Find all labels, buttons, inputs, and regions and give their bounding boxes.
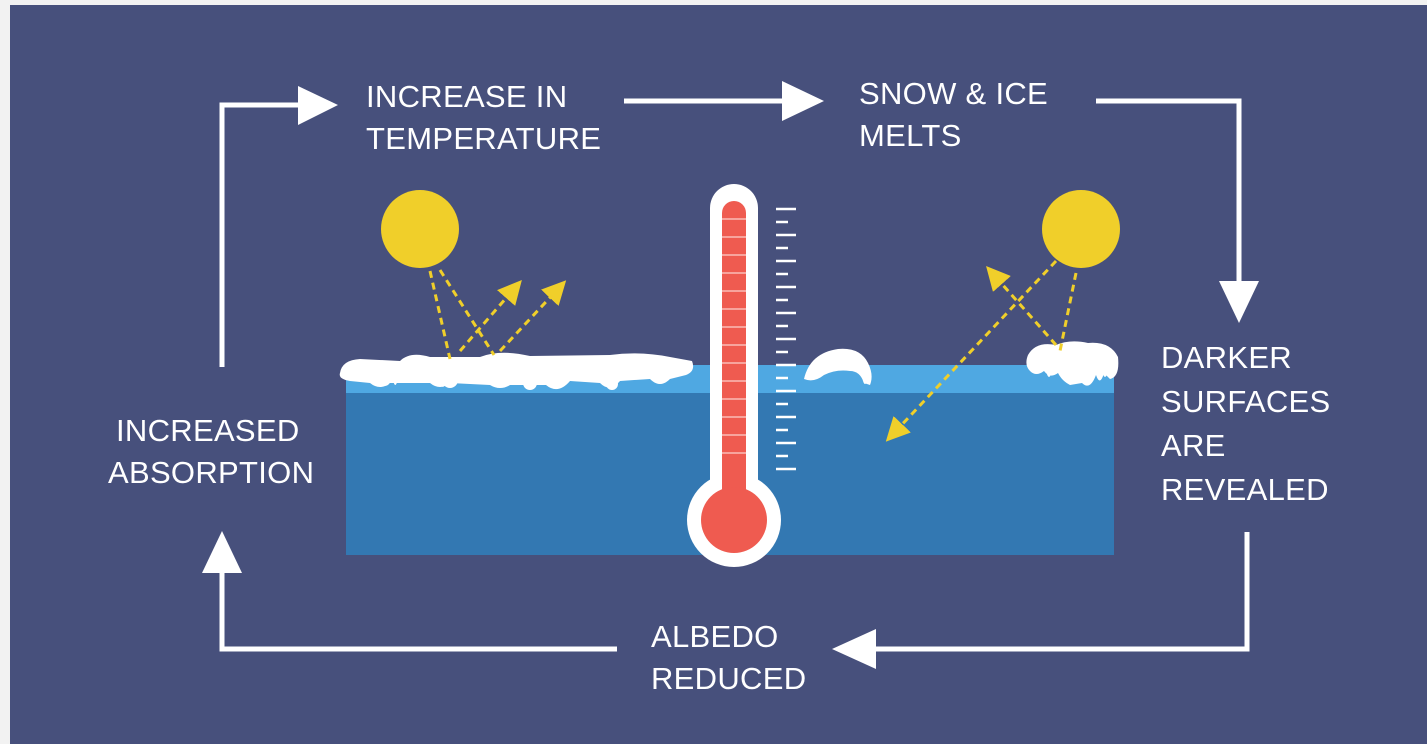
arrowhead-to-darker (1219, 281, 1259, 323)
snow-patch-right (1026, 341, 1119, 386)
sun-right-icon (1042, 190, 1120, 268)
flow-arrows (202, 81, 1259, 669)
step-line: SNOW & ICE (859, 76, 1049, 111)
thermometer-icon (687, 184, 781, 567)
step-line: INCREASE IN (366, 79, 568, 114)
sun-left-icon (381, 190, 459, 268)
step-line: REVEALED (1161, 472, 1329, 507)
step-line: ABSORPTION (108, 455, 315, 490)
arrow-albedo-to-absorption (219, 567, 617, 652)
diagram-artwork (202, 81, 1259, 669)
feedback-loop-diagram: INCREASE IN TEMPERATURE SNOW & ICE MELTS… (10, 5, 1427, 744)
step-darker-surfaces-revealed: DARKER SURFACES ARE REVEALED (1161, 336, 1331, 512)
step-increase-temperature: INCREASE IN TEMPERATURE (366, 76, 601, 160)
step-line: REDUCED (651, 661, 807, 696)
step-line: MELTS (859, 118, 962, 153)
snow-cover-left (339, 352, 694, 390)
arrow-absorption-to-temperature (219, 102, 305, 367)
arrowhead-to-melts (782, 81, 824, 121)
arrowhead-to-albedo (832, 629, 876, 669)
step-snow-ice-melts: SNOW & ICE MELTS (859, 73, 1048, 157)
step-line: TEMPERATURE (366, 121, 602, 156)
absorbed-rays-right (885, 259, 1078, 442)
reflected-rays-left (428, 269, 567, 360)
step-line: SURFACES (1161, 384, 1331, 419)
step-line: ALBEDO (651, 619, 779, 654)
snow-patch-middle (804, 348, 872, 385)
step-increased-absorption: INCREASED ABSORPTION (108, 410, 314, 494)
thermometer-scale (776, 207, 796, 471)
step-line: ARE (1161, 428, 1226, 463)
step-albedo-reduced: ALBEDO REDUCED (651, 616, 806, 700)
arrow-darker-to-albedo (868, 532, 1250, 652)
arrowhead-to-absorption (202, 531, 242, 573)
step-line: DARKER (1161, 340, 1292, 375)
arrow-melts-to-darker (1096, 98, 1242, 287)
arrowhead-to-temperature (298, 86, 338, 125)
step-line: INCREASED (116, 413, 300, 448)
